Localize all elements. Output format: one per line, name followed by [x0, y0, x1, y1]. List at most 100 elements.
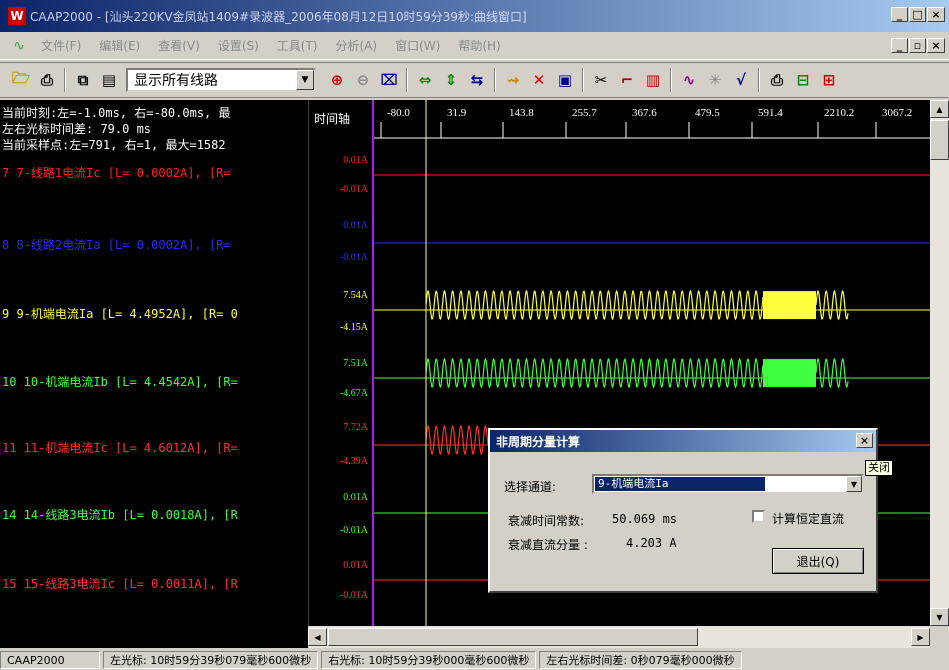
minimize-button[interactable]: _	[891, 7, 908, 22]
time-tick-label: 31.9	[447, 107, 467, 119]
window2-icon[interactable]: ⊞	[822, 71, 836, 89]
vertical-scrollbar[interactable]: ▲ ▼	[930, 100, 949, 626]
constant-dc-label: 计算恒定直流	[772, 512, 845, 526]
menu-edit[interactable]: 编辑(E)	[99, 39, 141, 53]
exit-button[interactable]: 退出(Q)	[772, 548, 864, 574]
dc-component-label: 衰减直流分量 :	[508, 538, 588, 552]
channel-scale-label: -0.01A	[339, 590, 368, 601]
scroll-right-icon[interactable]: ▶	[911, 628, 930, 646]
channel-scale-label: 0.01A	[343, 155, 368, 166]
print-preview-icon[interactable]: ⎙	[770, 71, 783, 89]
channel-scale-label: 0.01A	[343, 560, 368, 571]
channel-scale-label: -0.01A	[339, 525, 368, 536]
scroll-up-icon[interactable]: ▲	[930, 100, 949, 118]
channel-select-label: 选择通道:	[504, 480, 557, 494]
time-tick-label: -80.0	[387, 107, 410, 119]
channel-scale-label: -4.15A	[339, 322, 368, 333]
channel-select-combo[interactable]: 9-机端电流Ia ▼	[592, 474, 864, 494]
harmonic-icon[interactable]: ∿	[682, 71, 696, 89]
scroll-left-icon[interactable]: ◀	[308, 628, 327, 646]
time-axis-title: 时间轴	[314, 112, 351, 126]
status-cursor-diff: 左右光标时间差: 0秒079毫秒000微秒	[539, 651, 742, 669]
line-select-value: 显示所有线路	[134, 73, 218, 89]
menu-view[interactable]: 查看(V)	[158, 39, 200, 53]
time-tick-label: 479.5	[695, 107, 720, 119]
scroll-down-icon[interactable]: ▼	[930, 608, 949, 626]
menu-bar: ∿ 文件(F) 编辑(E) 查看(V) 设置(S) 工具(T) 分析(A) 窗口…	[0, 32, 949, 60]
scroll-thumb[interactable]	[930, 120, 949, 160]
close-button[interactable]: ×	[927, 7, 945, 22]
constant-dc-checkbox[interactable]	[752, 510, 765, 523]
time-tick-label: 2210.2	[824, 107, 855, 119]
menu-settings[interactable]: 设置(S)	[217, 39, 259, 53]
channel-scale-label: -0.01A	[339, 184, 368, 195]
cursor-diff-text: 左右光标时间差: 79.0 ms	[2, 122, 152, 136]
mdi-close-button[interactable]: ×	[927, 38, 945, 53]
channel-scale-label: 7.54A	[343, 290, 368, 301]
mdi-minimize-button[interactable]: _	[891, 38, 908, 53]
maximize-button[interactable]: □	[909, 7, 926, 22]
dialog-title: 非周期分量计算	[496, 434, 581, 449]
paste-icon[interactable]: ▤	[101, 71, 117, 89]
window-title: CAAP2000 - [汕头220KV金凤站1409#录波器_2006年08月1…	[30, 9, 527, 24]
channel-scale-label: -4.67A	[339, 388, 368, 399]
chevron-down-icon[interactable]: ▼	[296, 70, 314, 90]
print-icon[interactable]: ⎙	[40, 71, 53, 89]
zoom-in-icon[interactable]: ⊕	[330, 71, 344, 89]
channel-label[interactable]: 7 7-线路1电流Ic [L= 0.0002A], [R=	[2, 166, 231, 180]
delete-channel-icon[interactable]: ✕	[532, 71, 546, 89]
time-tick-label: 3067.2	[882, 107, 913, 119]
channel-label[interactable]: 14 14-线路3电流Ib [L= 0.0018A], [R	[2, 508, 238, 522]
marker-icon[interactable]: ⌐	[620, 71, 634, 89]
sqrt-icon[interactable]: √	[735, 71, 746, 89]
wave-icon: ∿	[13, 37, 25, 54]
status-left-cursor: 左光标: 10时59分39秒079毫秒600微秒	[103, 651, 319, 669]
app-logo: W	[8, 7, 26, 25]
channel-label[interactable]: 8 8-线路2电流Ia [L= 0.0002A], [R=	[2, 238, 231, 252]
time-tick-label: 591.4	[758, 107, 783, 119]
move-cursor-icon[interactable]: ⇆	[470, 71, 484, 89]
channel-scale-label: 7.72A	[343, 422, 368, 433]
horizontal-scrollbar[interactable]: ◀ ▶	[308, 626, 930, 648]
dc-component-dialog: 非周期分量计算 × 选择通道: 9-机端电流Ia ▼ 衰减时间常数: 50.06…	[488, 428, 878, 593]
time-constant-label: 衰减时间常数:	[508, 514, 585, 528]
menu-file[interactable]: 文件(F)	[41, 39, 82, 53]
time-tick-label: 367.6	[632, 107, 657, 119]
cut-icon[interactable]: ✂	[594, 71, 608, 89]
menu-tools[interactable]: 工具(T)	[276, 39, 318, 53]
vertical-stretch-icon[interactable]: ⇕	[444, 71, 458, 89]
hscroll-thumb[interactable]	[328, 628, 698, 646]
copy-icon[interactable]: ⧉	[77, 71, 89, 89]
chevron-down-icon[interactable]: ▼	[846, 476, 862, 492]
channel-scale-label: -4.39A	[339, 456, 368, 467]
open-folder-icon[interactable]: 🗁	[11, 68, 31, 87]
dialog-close-button[interactable]: ×	[856, 433, 873, 448]
window-icon[interactable]: ⊟	[796, 71, 810, 89]
channel-scale-label: 0.01A	[343, 492, 368, 503]
zoom-fit-icon[interactable]: ⌧	[380, 71, 398, 89]
current-time-text: 当前时刻:左=-1.0ms, 右=-80.0ms, 最	[2, 106, 231, 120]
channel-scale-label: 7.51A	[343, 358, 368, 369]
screen-icon[interactable]: ▣	[557, 71, 573, 89]
menu-help[interactable]: 帮助(H)	[458, 39, 501, 53]
title-bar: W CAAP2000 - [汕头220KV金凤站1409#录波器_2006年08…	[0, 0, 949, 32]
status-app: CAAP2000	[0, 651, 100, 669]
channel-label[interactable]: 11 11-机端电流Ic [L= 4.6012A], [R=	[2, 441, 238, 455]
channel-label[interactable]: 9 9-机端电流Ia [L= 4.4952A], [R= 0	[2, 307, 238, 321]
line-select-dropdown[interactable]: 显示所有线路 ▼	[126, 68, 316, 92]
channel-scale-label: -0.01A	[339, 252, 368, 263]
vector-icon[interactable]: ✳	[708, 71, 722, 89]
time-constant-value: 50.069 ms	[612, 512, 678, 526]
mdi-restore-button[interactable]: ▫	[909, 38, 926, 53]
channel-label[interactable]: 10 10-机端电流Ib [L= 4.4542A], [R=	[2, 375, 238, 389]
menu-analysis[interactable]: 分析(A)	[335, 39, 378, 53]
channel-label[interactable]: 15 15-线路3电流Ic [L= 0.0011A], [R	[2, 577, 238, 591]
time-tick-label: 143.8	[509, 107, 534, 119]
bar-chart-icon[interactable]: ▥	[645, 71, 661, 89]
dc-component-value: 4.203 A	[626, 536, 677, 550]
add-channel-icon[interactable]: ⇝	[506, 71, 520, 89]
horizontal-stretch-icon[interactable]: ⇔	[418, 71, 432, 89]
menu-window[interactable]: 窗口(W)	[395, 39, 441, 53]
zoom-out-icon[interactable]: ⊖	[356, 71, 370, 89]
